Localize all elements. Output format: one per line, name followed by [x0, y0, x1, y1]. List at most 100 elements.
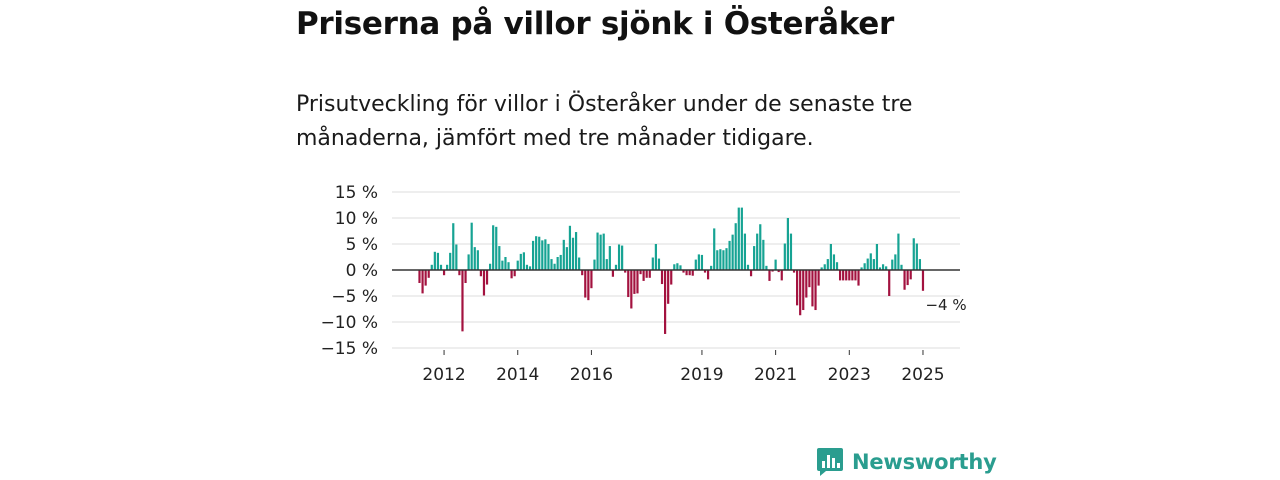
bar [725, 248, 728, 270]
bar [516, 260, 519, 270]
bar [624, 270, 627, 273]
bar [627, 270, 630, 298]
chart-subtitle: Prisutveckling för villor i Österåker un… [296, 92, 913, 151]
bar [531, 240, 535, 270]
bar [888, 270, 891, 296]
bar [433, 251, 436, 270]
bar [464, 270, 467, 283]
bar [421, 270, 424, 294]
bar [713, 228, 716, 270]
bar [528, 266, 532, 270]
bar [909, 270, 912, 280]
bar [510, 270, 513, 279]
bar [651, 257, 654, 270]
bar [519, 253, 522, 270]
bar [921, 270, 925, 291]
bar [740, 207, 743, 270]
bar [759, 224, 762, 270]
bar [835, 262, 839, 270]
bar [756, 233, 759, 270]
chart-title: Priserna på villor sjönk i Österåker [296, 6, 894, 42]
bar [550, 259, 553, 270]
bar [749, 270, 753, 277]
bar [636, 270, 639, 294]
bar [731, 234, 734, 270]
y-tick-label: −5 % [331, 287, 378, 307]
bar [439, 264, 443, 270]
bar [593, 259, 596, 270]
bar [535, 236, 538, 270]
bar [792, 270, 796, 273]
bar [820, 267, 823, 270]
bar [869, 253, 872, 270]
bar [482, 270, 486, 296]
bar [743, 233, 747, 270]
bar [891, 259, 894, 270]
bar [685, 270, 688, 276]
bar [605, 259, 608, 270]
bar [476, 250, 479, 270]
bar [458, 270, 461, 276]
bar [881, 264, 885, 270]
bar [915, 243, 918, 270]
bar [697, 254, 700, 270]
bar [789, 233, 793, 270]
bar [823, 264, 826, 270]
y-tick-label: 15 % [335, 183, 378, 203]
bar [621, 245, 624, 270]
bar [912, 238, 915, 270]
bar [544, 239, 547, 270]
bar [777, 270, 780, 273]
bar [602, 233, 605, 270]
bar [799, 270, 802, 316]
bar [596, 232, 599, 270]
bar [614, 264, 618, 270]
bar [507, 262, 510, 270]
bar [774, 259, 777, 270]
bar [786, 218, 789, 270]
bar [860, 267, 863, 270]
bar [894, 254, 897, 270]
bar [492, 225, 495, 270]
bar [753, 246, 756, 270]
bar [814, 270, 817, 311]
bar [501, 260, 504, 270]
bar [842, 270, 845, 281]
bar [525, 264, 529, 270]
bar [446, 264, 449, 270]
bar [427, 270, 430, 278]
bar [780, 270, 783, 281]
bar [746, 264, 750, 270]
y-tick-label: −10 % [321, 313, 378, 333]
bar [541, 240, 544, 270]
bar [639, 270, 642, 275]
newsworthy-bar-chart-icon [817, 448, 843, 476]
bar [565, 247, 568, 270]
bar [608, 246, 611, 270]
bar [574, 232, 578, 270]
y-tick-label: 0 % [346, 261, 378, 281]
bar [568, 225, 572, 270]
bar [599, 234, 602, 270]
bar [700, 254, 704, 270]
bar [673, 264, 676, 270]
bar [449, 252, 452, 270]
bar [436, 252, 440, 270]
bar [504, 257, 507, 270]
bar [900, 264, 903, 270]
bar [737, 207, 740, 270]
bar [848, 270, 851, 281]
bar [885, 266, 888, 270]
bar [694, 259, 697, 270]
x-tick-label: 2025 [901, 365, 944, 385]
bar [660, 270, 664, 285]
bar [768, 270, 771, 281]
y-tick-label: 10 % [335, 209, 378, 229]
bar [854, 270, 857, 281]
bar [826, 259, 829, 270]
bar [642, 270, 645, 281]
bar [664, 270, 667, 334]
bar [495, 226, 498, 270]
bar [522, 252, 525, 270]
